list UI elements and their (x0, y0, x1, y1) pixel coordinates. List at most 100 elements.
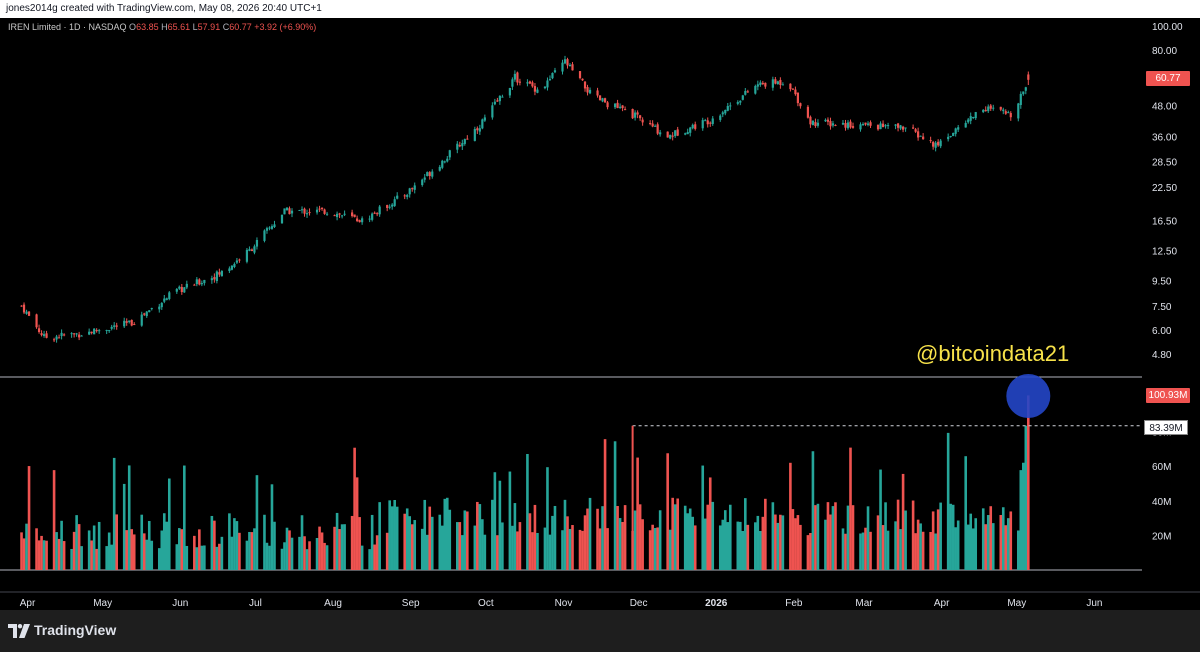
candle-body (78, 334, 81, 338)
candle-body (140, 314, 143, 326)
price-tick-label: 48.00 (1152, 101, 1177, 112)
volume-bar (841, 528, 845, 570)
candle-body (288, 208, 291, 215)
price-tick-label: 36.00 (1152, 132, 1177, 143)
volume-bar (461, 535, 464, 570)
volume-bar (563, 499, 567, 570)
candle-body (238, 259, 241, 261)
candle-body (413, 185, 416, 190)
candle-body (934, 142, 937, 148)
volume-bar (623, 505, 627, 570)
volume-bar (849, 447, 852, 570)
candle-body (463, 139, 466, 144)
candle-body (724, 109, 727, 114)
candle-body (371, 213, 374, 220)
volume-bar (268, 545, 271, 570)
volume-bar (270, 484, 274, 570)
volume-bar (934, 533, 937, 570)
volume-bar (157, 548, 161, 570)
candle-body (175, 289, 178, 292)
candle-body (358, 220, 361, 223)
candle-body (403, 195, 406, 197)
candle-body (947, 136, 950, 140)
candle-body (721, 112, 724, 115)
volume-bar (966, 524, 970, 570)
volume-bar (641, 519, 644, 570)
volume-bar (308, 541, 311, 570)
candle-body (308, 212, 311, 214)
volume-bar (606, 528, 609, 570)
candle-body (563, 59, 567, 64)
chart-canvas[interactable]: 100.0080.0060.0048.0036.0028.5022.5016.5… (0, 18, 1200, 610)
volume-bar (390, 506, 394, 570)
candle-body (879, 123, 882, 130)
candle-body (70, 333, 73, 335)
tradingview-logo-icon (8, 624, 30, 638)
volume-bar (42, 540, 46, 570)
volume-bar (370, 514, 374, 570)
volume-bar (543, 527, 547, 570)
volume-bar (736, 521, 740, 570)
volume-bar (235, 521, 239, 570)
volume-bar (693, 525, 697, 570)
volume-bar (198, 529, 201, 570)
candle-body (746, 91, 749, 93)
volume-bar (551, 515, 554, 570)
candle-body (841, 122, 845, 125)
candle-body (343, 213, 346, 215)
candle-body (518, 81, 522, 83)
volume-bar (440, 525, 444, 570)
candle-body (203, 279, 206, 284)
candle-body (551, 72, 554, 79)
candle-body (351, 212, 354, 217)
last-price-tag: 60.77 (1146, 71, 1190, 86)
volume-bar (350, 515, 354, 570)
candle-body (671, 135, 674, 137)
candle-body (553, 70, 557, 73)
volume-bar (946, 432, 950, 570)
volume-bar (1022, 462, 1025, 570)
candle-body (335, 213, 339, 218)
candle-body (686, 132, 689, 135)
volume-bar (846, 505, 850, 570)
volume-bar (52, 470, 56, 570)
volume-bar (686, 513, 690, 570)
candle-body (35, 314, 38, 328)
candle-body (881, 123, 885, 128)
candle-body (25, 311, 28, 314)
candle-body (651, 123, 654, 127)
candle-body (533, 86, 537, 92)
candle-body (952, 133, 955, 137)
volume-bar (881, 525, 885, 570)
volume-bar (410, 524, 414, 570)
candle-body (37, 328, 41, 332)
candle-body (568, 64, 572, 67)
candle-body (130, 319, 133, 326)
volume-bar (964, 456, 967, 570)
volume-bar (25, 523, 28, 570)
candle-body (578, 71, 582, 79)
volume-bar (20, 532, 23, 570)
candle-body (814, 122, 817, 127)
volume-bar (914, 533, 917, 570)
time-tick-label: May (1007, 598, 1026, 609)
candle-body (73, 333, 76, 335)
volume-bar (653, 528, 657, 570)
candle-body (1007, 112, 1010, 114)
legend-low: 57.91 (197, 22, 221, 32)
candle-body (338, 213, 341, 215)
volume-bar (105, 546, 108, 570)
volume-bar (904, 510, 907, 570)
volume-bar (388, 500, 391, 570)
volume-bar (869, 531, 872, 570)
candle-body (290, 210, 294, 214)
chart-frame[interactable]: 100.0080.0060.0048.0036.0028.5022.5016.5… (0, 18, 1200, 610)
reference-volume-tag: 83.39M (1144, 420, 1188, 435)
candle-body (791, 88, 794, 90)
volume-bar (501, 522, 504, 570)
volume-bar (213, 520, 216, 570)
volume-bar (150, 540, 154, 570)
candle-body (356, 218, 359, 222)
volume-bar (265, 542, 269, 570)
candle-body (263, 230, 266, 241)
